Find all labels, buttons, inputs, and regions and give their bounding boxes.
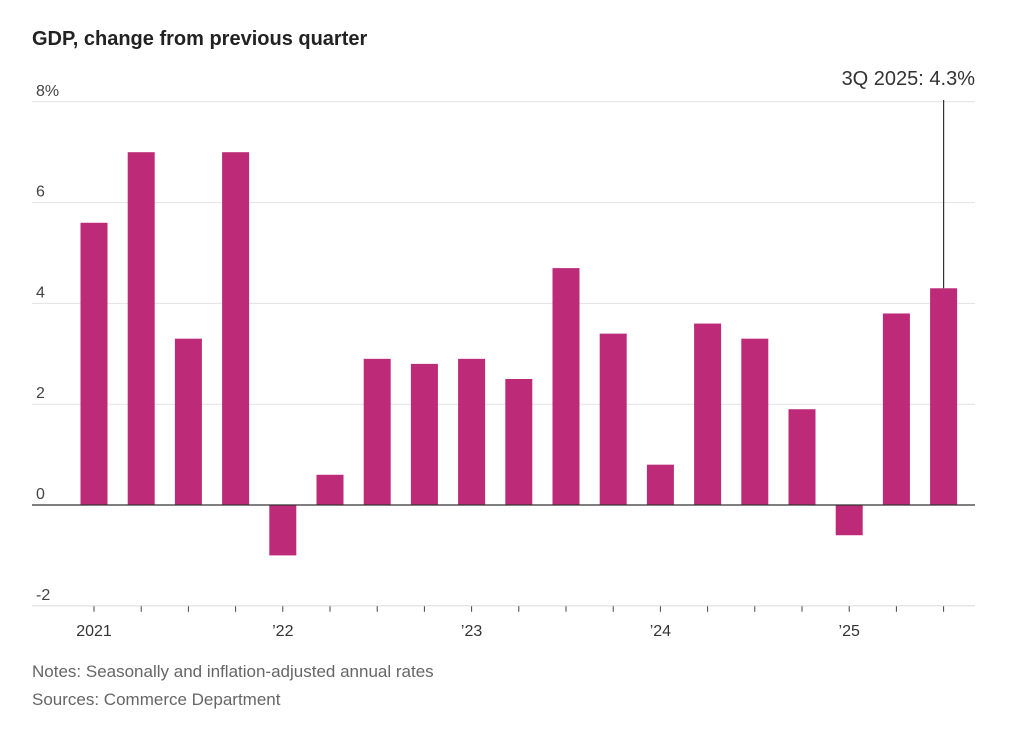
bar — [269, 505, 297, 556]
x-tick-label: ’22 — [272, 623, 293, 640]
bar — [599, 333, 627, 505]
sources-text: Sources: Commerce Department — [32, 690, 281, 709]
bar — [741, 338, 769, 505]
notes-text: Notes: Seasonally and inflation-adjusted… — [32, 662, 434, 681]
x-tick-label: ’25 — [839, 623, 860, 640]
annotation-label: 3Q 2025: 4.3% — [842, 68, 976, 90]
bar — [505, 379, 533, 505]
bar — [80, 222, 108, 505]
bar — [174, 338, 202, 505]
chart-title: GDP, change from previous quarter — [32, 28, 368, 50]
bar — [222, 152, 250, 505]
y-tick-label: -2 — [36, 587, 50, 604]
bar — [316, 474, 344, 505]
y-tick-label: 0 — [36, 486, 45, 503]
footnotes: Notes: Seasonally and inflation-adjusted… — [32, 658, 434, 714]
bar — [694, 323, 722, 505]
y-tick-label: 6 — [36, 184, 45, 201]
bar — [458, 358, 486, 505]
x-tick-label: ’24 — [650, 623, 671, 640]
x-tick-label: 2021 — [76, 623, 112, 640]
bar — [363, 358, 391, 505]
bar — [835, 505, 863, 536]
y-tick-label: 2 — [36, 385, 45, 402]
bar — [410, 363, 438, 505]
y-tick-label: 8% — [36, 83, 59, 100]
bar — [930, 288, 958, 505]
bar — [788, 409, 816, 505]
bar — [882, 313, 910, 505]
y-tick-label: 4 — [36, 284, 45, 301]
bar — [127, 152, 155, 505]
bar — [552, 268, 580, 505]
bar — [646, 464, 674, 505]
x-tick-label: ’23 — [461, 623, 482, 640]
